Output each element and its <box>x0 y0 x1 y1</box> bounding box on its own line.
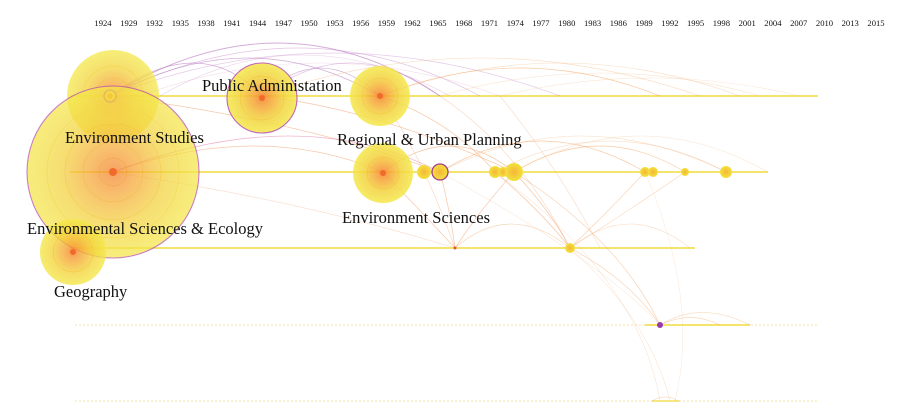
link-arc <box>644 171 684 402</box>
year-label: 1974 <box>507 18 525 28</box>
year-label: 1977 <box>532 18 550 28</box>
link-arc <box>499 77 801 97</box>
node-small <box>640 167 650 177</box>
link-arc <box>569 171 646 249</box>
link-arc <box>569 223 691 249</box>
label-geography: Geography <box>54 282 128 301</box>
node-public-administration <box>226 62 298 134</box>
year-label: 1980 <box>558 18 575 28</box>
year-label: 1983 <box>584 18 601 28</box>
link-arc <box>261 57 701 97</box>
year-axis: 1924 1929 1932 1935 1938 1941 1944 1947 1950 1953… <box>94 18 884 28</box>
link-arc <box>569 171 686 249</box>
link-arc <box>499 95 601 249</box>
link-arc <box>494 140 727 173</box>
link-arc <box>494 171 661 402</box>
label-environment-studies: Environment Studies <box>65 128 204 147</box>
year-label: 1995 <box>687 18 704 28</box>
year-label: 1965 <box>429 18 446 28</box>
link-arc <box>569 247 671 402</box>
node-small <box>417 165 431 179</box>
node-small <box>453 246 457 250</box>
link-arc <box>379 62 741 97</box>
year-label: 1989 <box>636 18 653 28</box>
link-arc <box>439 171 661 326</box>
node-small <box>431 163 449 181</box>
node-small <box>681 168 689 176</box>
link-arc <box>439 72 761 97</box>
year-label: 1941 <box>223 18 240 28</box>
node-small <box>565 243 575 253</box>
year-label: 1971 <box>481 18 498 28</box>
link-arc <box>439 95 571 249</box>
link-arc <box>513 145 686 173</box>
year-label: 2013 <box>842 18 859 28</box>
link-arc <box>651 396 679 402</box>
node-regional-urban-planning <box>350 66 410 126</box>
link-arc <box>513 171 661 326</box>
node-small <box>648 167 658 177</box>
link-arc <box>159 54 451 97</box>
node-small <box>505 163 523 181</box>
year-label: 1947 <box>275 18 293 28</box>
year-label: 1992 <box>661 18 678 28</box>
link-arc <box>454 223 571 249</box>
year-label: 1968 <box>455 18 472 28</box>
node-environmental-sciences-ecology <box>26 85 200 259</box>
link-arc <box>494 171 571 249</box>
link-arc <box>513 171 571 249</box>
year-label: 1932 <box>146 18 163 28</box>
year-label: 1935 <box>172 18 189 28</box>
year-label: 1924 <box>94 18 112 28</box>
year-label: 2010 <box>816 18 833 28</box>
node-small <box>489 166 501 178</box>
label-public-administation: Public Administation <box>202 76 342 95</box>
node-geography <box>40 219 106 285</box>
link-arc <box>439 135 727 173</box>
link-arc <box>569 247 661 326</box>
label-environmental-sciences-ecology: Environmental Sciences & Ecology <box>27 219 264 238</box>
link-arc <box>454 171 515 249</box>
year-label: 1986 <box>610 18 628 28</box>
year-label: 2001 <box>739 18 756 28</box>
link-arc <box>439 140 646 173</box>
node-small <box>657 322 663 328</box>
node-environment-sciences <box>353 143 413 203</box>
year-label: 1953 <box>326 18 343 28</box>
year-label: 2015 <box>867 18 884 28</box>
link-arc <box>109 47 481 97</box>
year-label: 1959 <box>378 18 395 28</box>
nodes <box>26 50 732 328</box>
label-environment-sciences: Environment Sciences <box>342 208 490 227</box>
year-label: 1938 <box>198 18 215 28</box>
year-label: 1956 <box>352 18 370 28</box>
link-arc <box>379 67 661 97</box>
link-arc <box>513 135 769 173</box>
label-regional-urban-planning: Regional & Urban Planning <box>337 130 522 149</box>
node-small <box>720 166 732 178</box>
year-label: 2007 <box>790 18 808 28</box>
link-arc <box>109 52 561 97</box>
link-arc <box>139 62 501 97</box>
year-label: 1944 <box>249 18 267 28</box>
year-label: 2004 <box>764 18 782 28</box>
link-arc <box>659 317 721 326</box>
year-label: 1962 <box>404 18 421 28</box>
year-label: 1998 <box>713 18 730 28</box>
year-label: 1950 <box>301 18 318 28</box>
year-label: 1929 <box>120 18 137 28</box>
link-arc <box>659 312 751 326</box>
cluster-labels: Public Administation Environment Studies… <box>27 76 522 301</box>
